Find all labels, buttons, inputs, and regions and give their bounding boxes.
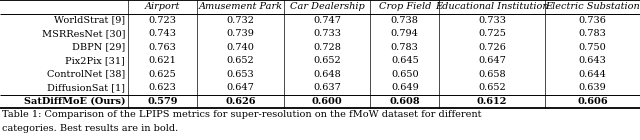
- Text: 0.728: 0.728: [313, 43, 341, 52]
- Text: 0.637: 0.637: [313, 83, 341, 92]
- Text: 0.794: 0.794: [391, 29, 419, 38]
- Text: 0.652: 0.652: [478, 83, 506, 92]
- Text: 0.732: 0.732: [227, 16, 255, 25]
- Text: 0.649: 0.649: [391, 83, 419, 92]
- Text: 0.658: 0.658: [478, 70, 506, 79]
- Text: categories. Best results are in bold.: categories. Best results are in bold.: [2, 124, 179, 133]
- Text: Electric Substation: Electric Substation: [545, 2, 640, 11]
- Text: 0.579: 0.579: [147, 97, 178, 106]
- Text: Crop Field: Crop Field: [379, 2, 431, 11]
- Text: 0.652: 0.652: [227, 56, 254, 65]
- Text: 0.645: 0.645: [391, 56, 419, 65]
- Text: SatDiffMoE (Ours): SatDiffMoE (Ours): [24, 97, 125, 106]
- Text: WorldStrat [9]: WorldStrat [9]: [54, 16, 125, 25]
- Text: 0.643: 0.643: [579, 56, 606, 65]
- Text: 0.652: 0.652: [313, 56, 340, 65]
- Text: 0.739: 0.739: [227, 29, 254, 38]
- Text: 0.639: 0.639: [579, 83, 606, 92]
- Text: 0.733: 0.733: [313, 29, 341, 38]
- Text: Educational Institution: Educational Institution: [435, 2, 549, 11]
- Text: 0.608: 0.608: [390, 97, 420, 106]
- Text: 0.783: 0.783: [391, 43, 419, 52]
- Text: Car Dealership: Car Dealership: [289, 2, 364, 11]
- Text: MSRResNet [30]: MSRResNet [30]: [42, 29, 125, 38]
- Text: 0.600: 0.600: [312, 97, 342, 106]
- Text: ControlNet [38]: ControlNet [38]: [47, 70, 125, 79]
- Text: 0.725: 0.725: [478, 29, 506, 38]
- Text: DBPN [29]: DBPN [29]: [72, 43, 125, 52]
- Text: 0.723: 0.723: [148, 16, 177, 25]
- Text: 0.650: 0.650: [391, 70, 419, 79]
- Text: 0.743: 0.743: [148, 29, 177, 38]
- Text: 0.740: 0.740: [227, 43, 254, 52]
- Text: 0.625: 0.625: [148, 70, 177, 79]
- Text: 0.647: 0.647: [227, 83, 254, 92]
- Text: 0.763: 0.763: [148, 43, 177, 52]
- Text: 0.612: 0.612: [477, 97, 508, 106]
- Text: DiffusionSat [1]: DiffusionSat [1]: [47, 83, 125, 92]
- Text: 0.738: 0.738: [391, 16, 419, 25]
- Text: 0.623: 0.623: [148, 83, 177, 92]
- Text: 0.783: 0.783: [579, 29, 606, 38]
- Text: 0.726: 0.726: [478, 43, 506, 52]
- Text: 0.736: 0.736: [579, 16, 606, 25]
- Text: Amusement Park: Amusement Park: [198, 2, 282, 11]
- Text: 0.647: 0.647: [478, 56, 506, 65]
- Text: 0.648: 0.648: [313, 70, 340, 79]
- Text: Airport: Airport: [145, 2, 180, 11]
- Text: Table 1: Comparison of the LPIPS metrics for super-resolution on the fMoW datase: Table 1: Comparison of the LPIPS metrics…: [2, 110, 481, 119]
- Text: 0.626: 0.626: [225, 97, 256, 106]
- Text: 0.606: 0.606: [577, 97, 608, 106]
- Text: 0.747: 0.747: [313, 16, 341, 25]
- Text: 0.653: 0.653: [227, 70, 254, 79]
- Text: 0.733: 0.733: [478, 16, 506, 25]
- Text: 0.621: 0.621: [148, 56, 177, 65]
- Text: 0.644: 0.644: [579, 70, 606, 79]
- Text: Pix2Pix [31]: Pix2Pix [31]: [65, 56, 125, 65]
- Text: 0.750: 0.750: [579, 43, 606, 52]
